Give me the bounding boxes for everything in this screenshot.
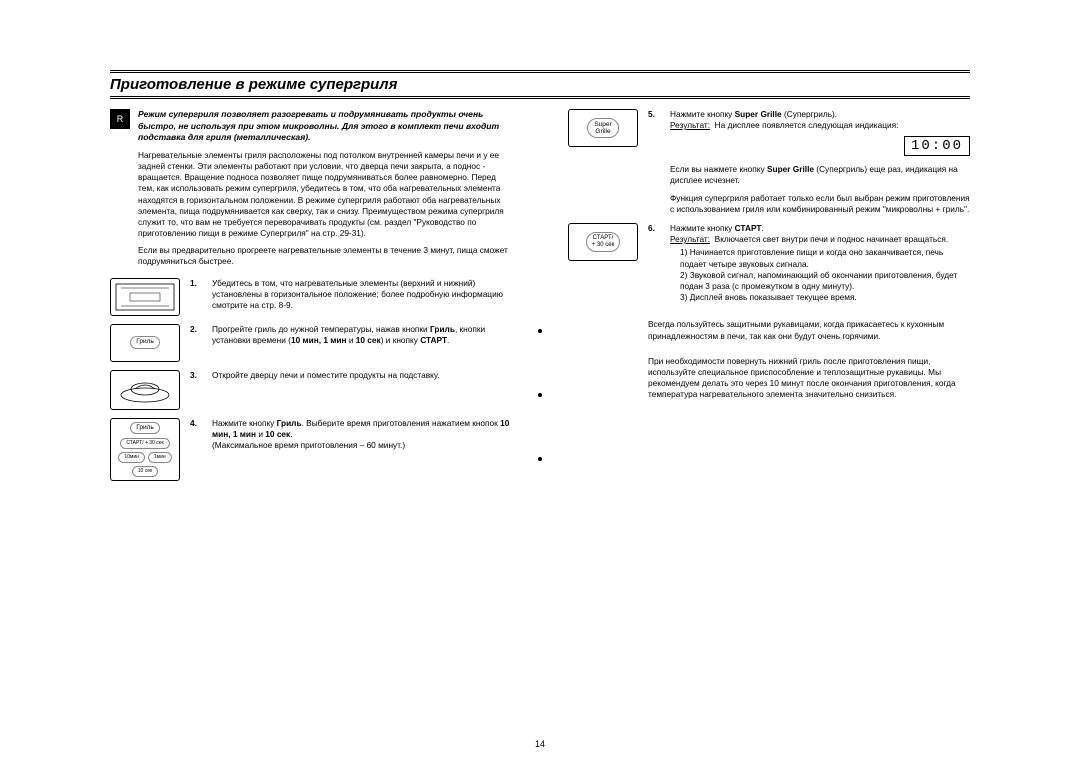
step-text: Нажмите кнопку СТАРТ. Результат: Включае… xyxy=(670,223,970,303)
paragraph-1: Нагревательные элементы гриля расположен… xyxy=(138,150,512,240)
warning-2: При необходимости повернуть нижний гриль… xyxy=(568,356,970,401)
step-6: СТАРТ/ + 30 сек 6. Нажмите кнопку СТАРТ.… xyxy=(568,223,970,303)
grill-time-buttons-icon: Гриль СТАРТ/ + 30 сек 10мин 1мин 10 сек xyxy=(110,418,180,481)
paragraph-2: Если вы предварительно прогреете нагрева… xyxy=(138,245,512,267)
step-number: 4. xyxy=(190,418,202,429)
lcd-display: 10:00 xyxy=(904,136,970,156)
step-text: Нажмите кнопку Super Grille (Супергриль)… xyxy=(670,109,970,215)
right-column: Super Grille 5. Нажмите кнопку Super Gri… xyxy=(568,109,970,489)
left-column: R Режим супергриля позволяет разогревать… xyxy=(110,109,512,489)
step-number: 5. xyxy=(648,109,660,120)
step-text: Убедитесь в том, что нагревательные элем… xyxy=(212,278,512,312)
content-columns: R Режим супергриля позволяет разогревать… xyxy=(110,109,970,489)
language-badge: R xyxy=(110,109,130,129)
food-tray-icon xyxy=(110,370,180,410)
step-number: 3. xyxy=(190,370,202,381)
step-1: 1. Убедитесь в том, что нагревательные э… xyxy=(110,278,512,316)
grill-button-icon: Гриль xyxy=(110,324,180,362)
step-number: 2. xyxy=(190,324,202,335)
step-number: 6. xyxy=(648,223,660,234)
step-5: Super Grille 5. Нажмите кнопку Super Gri… xyxy=(568,109,970,215)
start-button-icon: СТАРТ/ + 30 сек xyxy=(568,223,638,261)
step-text: Прогрейте гриль до нужной температуры, н… xyxy=(212,324,512,346)
step-number: 1. xyxy=(190,278,202,289)
step-2: Гриль 2. Прогрейте гриль до нужной темпе… xyxy=(110,324,512,362)
step-4: Гриль СТАРТ/ + 30 сек 10мин 1мин 10 сек … xyxy=(110,418,512,481)
intro-text: Режим супергриля позволяет разогревать и… xyxy=(138,109,512,144)
warning-1: Всегда пользуйтесь защитными рукавицами,… xyxy=(568,319,970,341)
page-title: Приготовление в режиме супергриля xyxy=(110,76,970,93)
step-text: Нажмите кнопку Гриль. Выберите время при… xyxy=(212,418,512,452)
grill-pill: Гриль xyxy=(130,422,160,435)
oven-diagram-icon xyxy=(110,278,180,316)
title-bar: Приготовление в режиме супергриля xyxy=(110,70,970,99)
super-grille-button-icon: Super Grille xyxy=(568,109,638,147)
grill-pill: Гриль xyxy=(130,336,160,349)
step-3: 3. Откройте дверцу печи и поместите прод… xyxy=(110,370,512,410)
page-number: 14 xyxy=(535,739,545,749)
divider-dots xyxy=(536,109,544,489)
step-text: Откройте дверцу печи и поместите продукт… xyxy=(212,370,512,381)
